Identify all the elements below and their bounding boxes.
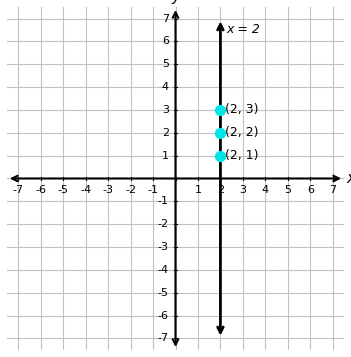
Text: (2, 2): (2, 2) xyxy=(225,126,258,139)
Text: -6: -6 xyxy=(158,311,169,321)
Text: 3: 3 xyxy=(162,105,169,115)
Text: 5: 5 xyxy=(284,185,291,195)
Text: -3: -3 xyxy=(158,242,169,252)
Text: 4: 4 xyxy=(162,82,169,92)
Text: 6: 6 xyxy=(307,185,314,195)
Text: -5: -5 xyxy=(158,288,169,298)
Text: -3: -3 xyxy=(102,185,114,195)
Text: x: x xyxy=(346,171,351,186)
Text: 5: 5 xyxy=(162,59,169,69)
Text: 2: 2 xyxy=(217,185,224,195)
Text: 7: 7 xyxy=(329,185,336,195)
Text: 1: 1 xyxy=(194,185,201,195)
Text: x = 2: x = 2 xyxy=(226,23,260,36)
Text: 2: 2 xyxy=(162,128,169,138)
Point xyxy=(218,153,223,159)
Text: -6: -6 xyxy=(35,185,46,195)
Text: -1: -1 xyxy=(158,196,169,206)
Text: -7: -7 xyxy=(13,185,24,195)
Text: 6: 6 xyxy=(162,36,169,46)
Text: -5: -5 xyxy=(58,185,69,195)
Text: 1: 1 xyxy=(162,151,169,161)
Text: (2, 1): (2, 1) xyxy=(225,149,258,162)
Text: y: y xyxy=(171,0,180,4)
Text: -2: -2 xyxy=(125,185,136,195)
Text: 7: 7 xyxy=(162,14,169,24)
Text: 4: 4 xyxy=(262,185,269,195)
Point xyxy=(218,130,223,136)
Text: -4: -4 xyxy=(158,265,169,275)
Point xyxy=(218,107,223,113)
Text: -4: -4 xyxy=(80,185,91,195)
Text: -7: -7 xyxy=(158,333,169,343)
Text: 3: 3 xyxy=(239,185,246,195)
Text: -1: -1 xyxy=(147,185,159,195)
Text: -2: -2 xyxy=(158,219,169,229)
Text: (2, 3): (2, 3) xyxy=(225,104,258,116)
